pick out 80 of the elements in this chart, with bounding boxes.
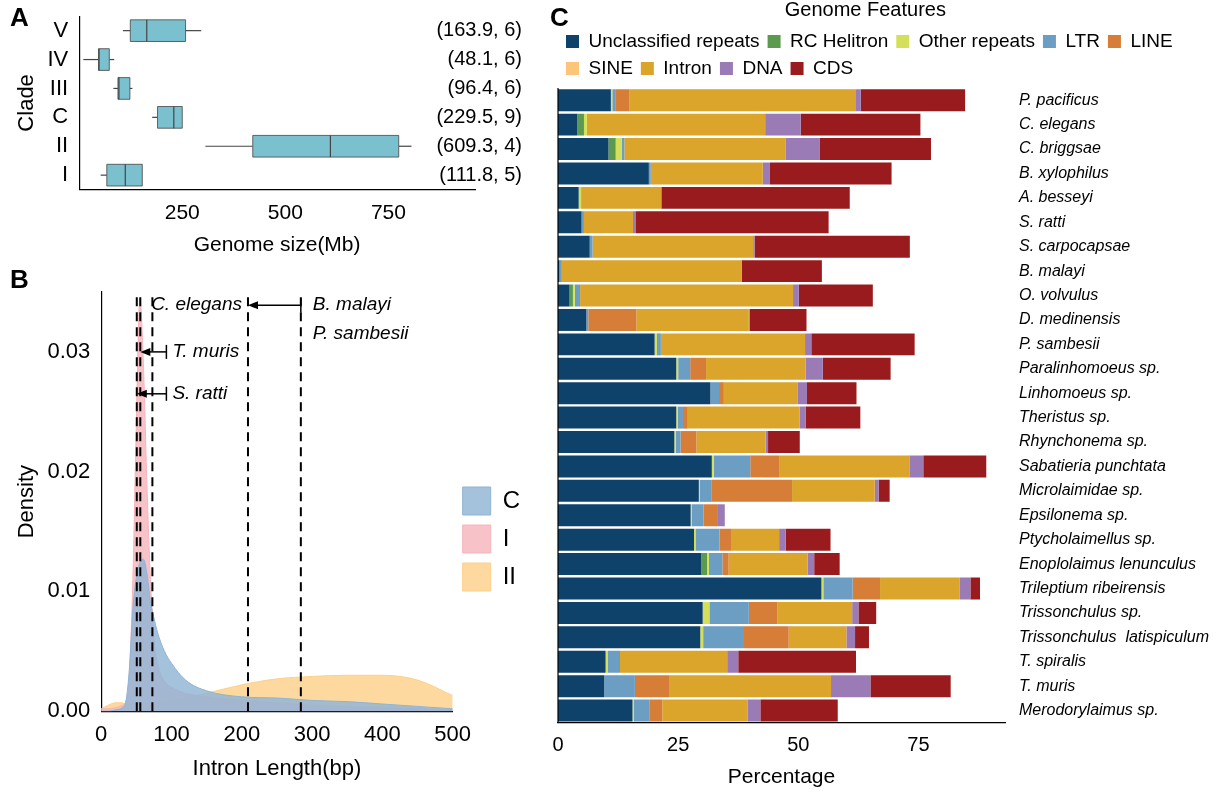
y-tick-label: I [62, 161, 69, 187]
x-tick-label: 0 [552, 733, 564, 756]
x-tick-label: 100 [153, 721, 190, 747]
y-tick-label: V [53, 16, 69, 42]
annotation: (609.3, 4) [436, 133, 522, 156]
y-tick-label: Microlaimidae sp. [1019, 481, 1144, 499]
y-tick-label: 0.02 [47, 457, 91, 483]
y-tick-label: III [49, 74, 69, 100]
annotation: T. muris [172, 340, 240, 362]
x-axis-title: Genome size(Mb) [193, 232, 361, 256]
legend-label: II [502, 561, 517, 589]
text: B [10, 264, 29, 295]
legend-title: Genome Features [784, 0, 946, 20]
annotation: (163.9, 6) [436, 18, 522, 41]
y-tick-label: P. sambesii [1019, 334, 1101, 352]
y-tick-label: C. elegans [1019, 115, 1096, 133]
y-tick-label: S. carpocapsae [1019, 237, 1131, 255]
y-tick-label: II [55, 132, 69, 158]
y-tick-label: C. briggsae [1019, 139, 1101, 157]
y-axis-title: Density [13, 464, 39, 539]
x-tick-label: 250 [164, 200, 200, 223]
x-tick-label: 750 [370, 200, 406, 223]
y-tick-label: Ptycholaimellus sp. [1019, 530, 1156, 548]
legend-label: C [502, 485, 521, 513]
y-tick-label: Trissonchulus sp. [1019, 603, 1143, 621]
legend-label: LTR [1065, 29, 1100, 51]
y-tick-label: A. besseyi [1018, 188, 1094, 206]
y-tick-label: D. medinensis [1019, 310, 1121, 328]
y-tick-label: Enoplolaimus lenunculus [1019, 554, 1197, 572]
y-tick-label: 0.00 [47, 697, 91, 723]
legend-label: Unclassified repeats [588, 29, 760, 51]
y-tick-label: Trissonchulus latispiculum [1019, 627, 1210, 645]
legend-label: Other repeats [918, 29, 1035, 51]
x-axis-title: Intron Length(bp) [192, 754, 362, 780]
annotation: P. sambesii [312, 322, 410, 344]
x-tick-label: 400 [364, 721, 401, 747]
annotation: (96.4, 6) [447, 75, 522, 98]
x-tick-label: 25 [667, 733, 690, 756]
y-tick-label: Sabatieria punchtata [1019, 456, 1166, 474]
y-tick-label: 0.03 [47, 337, 91, 363]
y-tick-label: T. spiralis [1019, 652, 1086, 670]
legend-label: I [502, 523, 510, 551]
y-tick-label: P. pacificus [1019, 90, 1099, 108]
y-tick-label: Paralinhomoeus sp. [1019, 359, 1161, 377]
y-tick-label: 0.01 [47, 577, 91, 603]
annotation: (111.8, 5) [439, 162, 522, 185]
text: A [10, 2, 29, 33]
x-tick-label: 200 [223, 721, 261, 747]
y-tick-label: B. xylophilus [1019, 163, 1109, 181]
x-tick-label: 500 [267, 200, 303, 223]
text: C [550, 2, 569, 33]
y-tick-label: C [52, 103, 69, 129]
y-tick-label: Theristus sp. [1019, 408, 1111, 426]
y-tick-label: S. ratti [1019, 212, 1066, 230]
legend-label: LINE [1130, 29, 1173, 51]
x-tick-label: 0 [95, 721, 108, 747]
annotation: (48.1, 6) [447, 47, 522, 70]
x-tick-label: 300 [293, 721, 331, 747]
y-tick-label: IV [47, 45, 69, 71]
y-tick-label: Linhomoeus sp. [1019, 383, 1132, 401]
legend-label: RC Helitron [790, 29, 889, 51]
y-tick-label: T. muris [1019, 676, 1076, 694]
y-tick-label: Merodorylaimus sp. [1019, 701, 1159, 719]
y-tick-label: Trileptium ribeirensis [1019, 578, 1166, 596]
legend-label: Intron [663, 56, 712, 78]
annotation: B. malayi [312, 293, 392, 315]
y-axis-title: Clade [13, 74, 39, 132]
y-tick-label: Epsilonema sp. [1019, 505, 1129, 523]
y-tick-label: O. volvulus [1019, 285, 1099, 303]
y-tick-label: B. malayi [1019, 261, 1086, 279]
x-axis-title: Percentage [727, 764, 836, 788]
annotation: (229.5, 9) [436, 104, 522, 127]
legend-label: SINE [588, 56, 633, 78]
legend-label: DNA [742, 56, 783, 78]
x-tick-label: 75 [907, 733, 930, 756]
annotation: S. ratti [172, 382, 229, 404]
legend-label: CDS [813, 56, 854, 78]
x-tick-label: 500 [434, 721, 472, 747]
y-tick-label: Rhynchonema sp. [1019, 432, 1148, 450]
x-tick-label: 50 [787, 733, 810, 756]
